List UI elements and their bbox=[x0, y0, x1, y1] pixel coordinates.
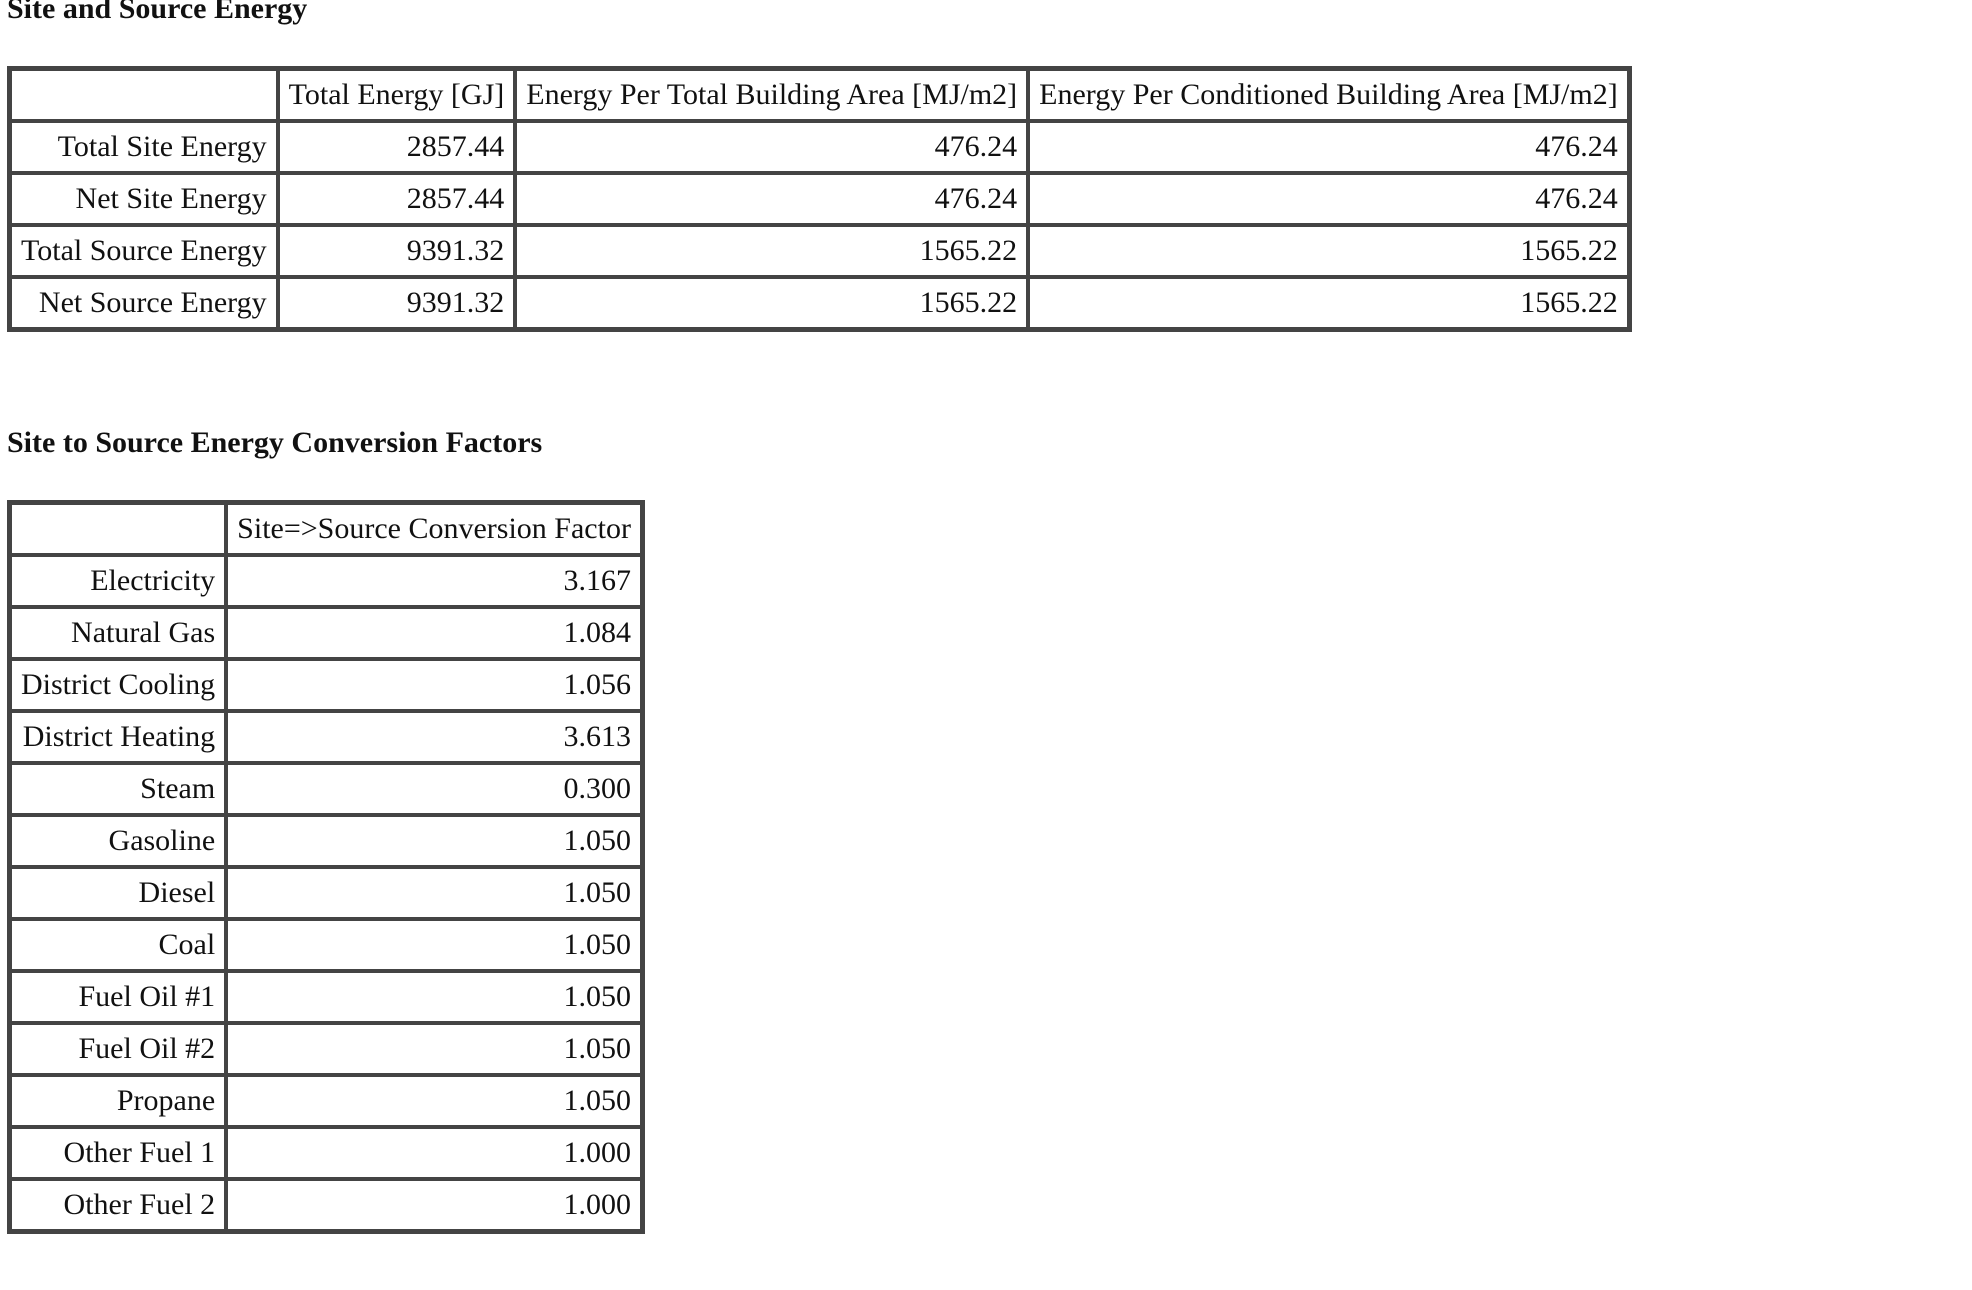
table-row: Natural Gas 1.084 bbox=[10, 607, 642, 659]
table-row: Steam 0.300 bbox=[10, 763, 642, 815]
conversion-factors-table: Site=>Source Conversion Factor Electrici… bbox=[7, 500, 645, 1234]
table-cell: 9391.32 bbox=[277, 225, 516, 277]
table-row: Diesel 1.050 bbox=[10, 867, 642, 919]
table-cell: 1.050 bbox=[226, 919, 642, 971]
table-cell: 9391.32 bbox=[277, 277, 516, 329]
table-cell: 3.613 bbox=[226, 711, 642, 763]
table-row: District Cooling 1.056 bbox=[10, 659, 642, 711]
row-label: Coal bbox=[10, 919, 227, 971]
row-label: Fuel Oil #1 bbox=[10, 971, 227, 1023]
row-label: Net Site Energy bbox=[10, 173, 278, 225]
row-label: Total Source Energy bbox=[10, 225, 278, 277]
row-label: Other Fuel 1 bbox=[10, 1127, 227, 1179]
table-cell: 476.24 bbox=[515, 173, 1029, 225]
table-cell: 1.056 bbox=[226, 659, 642, 711]
table-cell: 1565.22 bbox=[515, 225, 1029, 277]
table-cell: 0.300 bbox=[226, 763, 642, 815]
header-cell-blank bbox=[10, 503, 227, 555]
table-cell: 1.000 bbox=[226, 1127, 642, 1179]
table-cell: 1.000 bbox=[226, 1179, 642, 1231]
table-row: Net Site Energy 2857.44 476.24 476.24 bbox=[10, 173, 1629, 225]
table-cell: 2857.44 bbox=[277, 173, 516, 225]
table-row: Coal 1.050 bbox=[10, 919, 642, 971]
row-label: Fuel Oil #2 bbox=[10, 1023, 227, 1075]
table-cell: 1.084 bbox=[226, 607, 642, 659]
row-label: District Cooling bbox=[10, 659, 227, 711]
table-row: Electricity 3.167 bbox=[10, 555, 642, 607]
table-cell: 2857.44 bbox=[277, 121, 516, 173]
row-label: Total Site Energy bbox=[10, 121, 278, 173]
table-cell: 1.050 bbox=[226, 1023, 642, 1075]
table-row: Gasoline 1.050 bbox=[10, 815, 642, 867]
table-cell: 1.050 bbox=[226, 867, 642, 919]
site-source-energy-title: Site and Source Energy bbox=[7, 0, 308, 25]
table-row: Total Source Energy 9391.32 1565.22 1565… bbox=[10, 225, 1629, 277]
table-cell: 1.050 bbox=[226, 1075, 642, 1127]
table-cell: 1.050 bbox=[226, 971, 642, 1023]
site-source-energy-table: Total Energy [GJ] Energy Per Total Build… bbox=[7, 66, 1632, 332]
row-label: Gasoline bbox=[10, 815, 227, 867]
header-cell-conversion-factor: Site=>Source Conversion Factor bbox=[226, 503, 642, 555]
table-cell: 1565.22 bbox=[1028, 225, 1629, 277]
table-header-row: Total Energy [GJ] Energy Per Total Build… bbox=[10, 69, 1629, 121]
table-cell: 476.24 bbox=[515, 121, 1029, 173]
table-row: Propane 1.050 bbox=[10, 1075, 642, 1127]
table-cell: 1565.22 bbox=[515, 277, 1029, 329]
table-cell: 1.050 bbox=[226, 815, 642, 867]
header-cell-energy-per-total-area: Energy Per Total Building Area [MJ/m2] bbox=[515, 69, 1029, 121]
table-row: Fuel Oil #1 1.050 bbox=[10, 971, 642, 1023]
row-label: Other Fuel 2 bbox=[10, 1179, 227, 1231]
table-row: Net Source Energy 9391.32 1565.22 1565.2… bbox=[10, 277, 1629, 329]
table-row: Other Fuel 1 1.000 bbox=[10, 1127, 642, 1179]
row-label: Natural Gas bbox=[10, 607, 227, 659]
table-cell: 1565.22 bbox=[1028, 277, 1629, 329]
table-row: Other Fuel 2 1.000 bbox=[10, 1179, 642, 1231]
row-label: Diesel bbox=[10, 867, 227, 919]
row-label: District Heating bbox=[10, 711, 227, 763]
table-cell: 476.24 bbox=[1028, 121, 1629, 173]
row-label: Steam bbox=[10, 763, 227, 815]
header-cell-blank bbox=[10, 69, 278, 121]
table-cell: 476.24 bbox=[1028, 173, 1629, 225]
table-row: Total Site Energy 2857.44 476.24 476.24 bbox=[10, 121, 1629, 173]
table-header-row: Site=>Source Conversion Factor bbox=[10, 503, 642, 555]
row-label: Net Source Energy bbox=[10, 277, 278, 329]
table-row: Fuel Oil #2 1.050 bbox=[10, 1023, 642, 1075]
conversion-factors-title: Site to Source Energy Conversion Factors bbox=[7, 426, 543, 459]
row-label: Electricity bbox=[10, 555, 227, 607]
table-cell: 3.167 bbox=[226, 555, 642, 607]
table-row: District Heating 3.613 bbox=[10, 711, 642, 763]
row-label: Propane bbox=[10, 1075, 227, 1127]
header-cell-energy-per-conditioned-area: Energy Per Conditioned Building Area [MJ… bbox=[1028, 69, 1629, 121]
header-cell-total-energy: Total Energy [GJ] bbox=[277, 69, 516, 121]
